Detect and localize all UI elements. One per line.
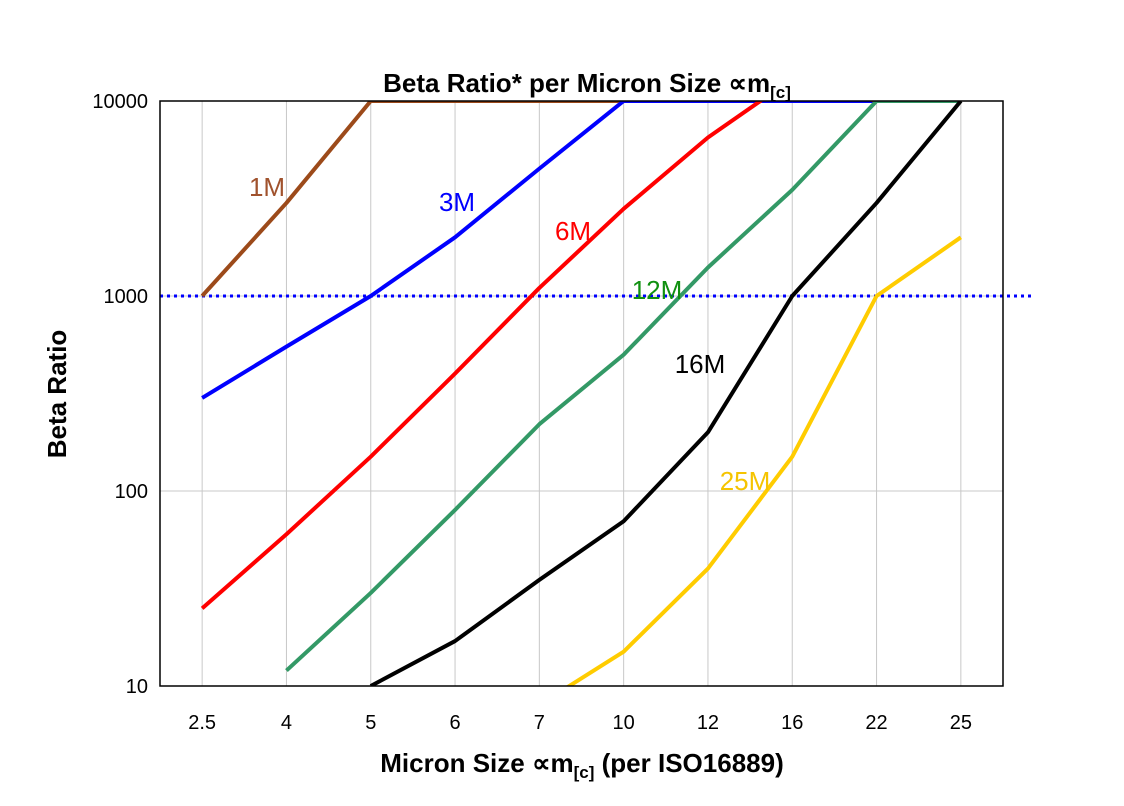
x-tick-label: 22 [865,712,887,734]
x-tick-label: 2.5 [188,712,216,734]
series-label-12M: 12M [632,275,683,305]
x-axis-title: Micron Size ∝m[c] (per ISO16889) [380,748,783,782]
x-tick-label: 10 [613,712,635,734]
x-tick-label: 16 [781,712,803,734]
y-tick-labels: 10 100 1000 10000 [92,91,148,698]
series-label-1M: 1M [249,172,285,202]
series-line-12M [285,101,961,673]
x-tick-label: 12 [697,712,719,734]
x-tick-label: 25 [950,712,972,734]
x-tick-label: 7 [534,712,545,734]
chart-title: Beta Ratio* per Micron Size ∝m[c] [383,68,791,102]
series-line-6M [200,101,961,610]
y-tick-label: 1000 [104,286,149,308]
grid [160,100,1003,687]
x-tick-label: 6 [449,712,460,734]
series-label-6M: 6M [555,216,591,246]
y-tick-label: 10 [126,676,148,698]
series-line-16M [369,101,963,686]
series-line-3M [201,101,961,400]
series-line-25M [565,235,962,686]
plot-frame [159,100,1004,687]
series-label-16M: 16M [675,349,726,379]
y-axis-title: Beta Ratio [42,330,72,459]
y-tick-label: 10000 [92,91,148,113]
series-labels: 1M 3M 6M 12M 16M 25M [249,172,770,496]
series-line-1M [200,101,961,298]
y-tick-label: 100 [115,481,148,503]
x-tick-labels: 2.5 4 5 6 7 10 12 16 22 25 [188,712,972,734]
x-tick-label: 4 [281,712,292,734]
series-label-3M: 3M [439,187,475,217]
series-group [200,101,963,686]
x-tick-label: 5 [365,712,376,734]
series-label-25M: 25M [720,466,771,496]
